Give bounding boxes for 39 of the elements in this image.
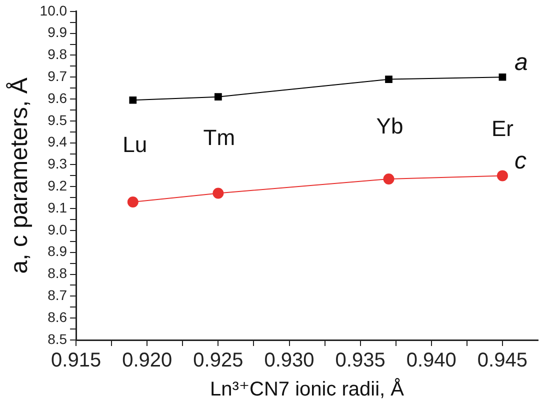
y-tick-label: 9.8 [48, 46, 68, 62]
annotation: Er [491, 116, 514, 142]
annotation: Lu [122, 132, 148, 158]
y-axis-title: a, c parameters, Å [6, 78, 34, 274]
y-tick-label: 8.9 [48, 243, 68, 260]
series-label: c [514, 147, 526, 174]
y-tick-label: 8.7 [48, 287, 68, 304]
x-tick-label: 0.935 [335, 350, 386, 372]
y-tick-label: 9.1 [48, 199, 68, 216]
annotation: Yb [376, 113, 404, 138]
y-tick-label: 9.9 [48, 24, 68, 40]
y-tick-label: 9.2 [48, 178, 68, 194]
x-tick-label: 0.945 [477, 350, 528, 372]
point [383, 173, 394, 184]
point [214, 93, 222, 101]
y-tick-label: 9.3 [48, 156, 68, 172]
y-tick-label: 8.6 [48, 308, 68, 325]
point [385, 76, 392, 83]
x-tick-label: 0.940 [406, 350, 456, 372]
point [129, 96, 137, 104]
x-axis-title: Ln³⁺CN7 ionic radii, Å [210, 378, 405, 401]
annotation: Tm [203, 124, 236, 150]
x-tick-label: 0.920 [122, 350, 172, 372]
y-tick-label: 8.8 [48, 265, 68, 282]
point [496, 170, 508, 182]
y-tick-label: 9.7 [48, 68, 68, 84]
point [127, 196, 138, 208]
y-tick-label: 9.0 [48, 221, 68, 238]
x-tick-label: 0.925 [193, 350, 244, 372]
x-tick-label: 0.915 [51, 350, 102, 372]
y-tick-label: 9.5 [48, 112, 68, 128]
y-tick-label: 9.4 [48, 134, 68, 150]
y-tick-label: 9.6 [48, 90, 68, 106]
series-label: a [514, 48, 528, 76]
point [212, 188, 224, 199]
x-tick-label: 0.930 [264, 350, 314, 372]
point [498, 73, 506, 81]
y-tick-label: 8.5 [48, 330, 68, 347]
y-tick-label: 10.0 [40, 2, 68, 18]
